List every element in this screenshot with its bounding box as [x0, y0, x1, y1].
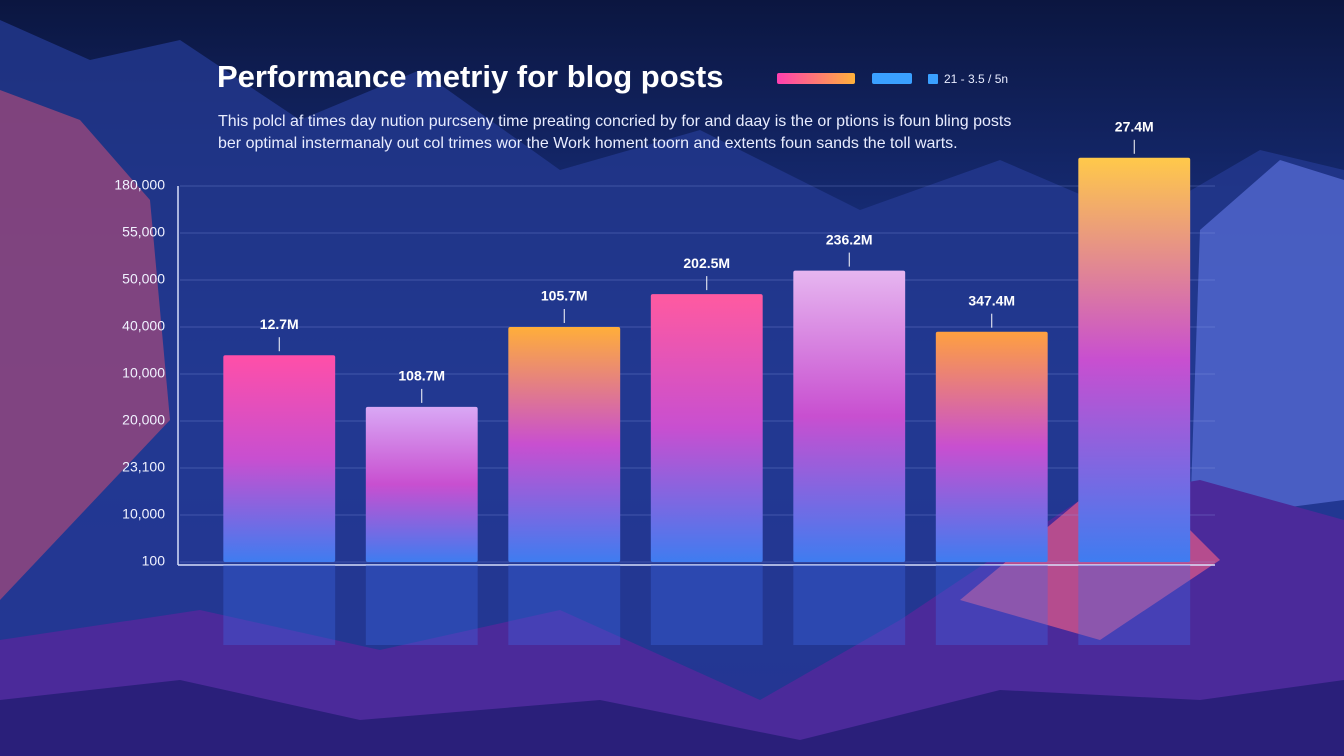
legend-swatch — [928, 74, 938, 84]
bar-label: 27.4M — [1115, 119, 1154, 135]
subtitle: ber optimal instermanaly out col trimes … — [218, 135, 958, 152]
hill-left — [0, 90, 170, 600]
legend-label: 21 - 3.5 / 5n — [944, 72, 1008, 86]
bar-label: 347.4M — [968, 292, 1015, 308]
bar — [793, 270, 906, 562]
bar-reflection — [1078, 565, 1191, 645]
y-tick-label: 20,000 — [122, 412, 165, 428]
bar-label: 108.7M — [398, 368, 445, 384]
subtitle: This polcl af times day nution purcseny … — [218, 113, 1011, 130]
bar-reflection — [793, 565, 906, 645]
bar-reflection — [935, 565, 1048, 645]
bar-label: 236.2M — [826, 231, 873, 247]
bar — [935, 331, 1048, 562]
bar — [365, 406, 478, 562]
y-tick-label: 23,100 — [122, 459, 165, 475]
bar-reflection — [650, 565, 763, 645]
bar-reflection — [365, 565, 478, 645]
bar-label: 12.7M — [260, 316, 299, 332]
y-tick-label: 50,000 — [122, 271, 165, 287]
y-tick-label: 180,000 — [114, 177, 165, 193]
bar — [650, 294, 763, 562]
y-tick-label: 55,000 — [122, 224, 165, 240]
bar-label: 202.5M — [683, 255, 730, 271]
y-tick-label: 10,000 — [122, 506, 165, 522]
y-tick-label: 10,000 — [122, 365, 165, 381]
bar — [508, 327, 621, 562]
legend-swatch — [777, 73, 855, 84]
hill-right — [1190, 160, 1344, 520]
bar — [1078, 157, 1191, 563]
bar — [223, 355, 336, 562]
y-tick-label: 100 — [142, 553, 166, 569]
chart-title: Performance metriy for blog posts — [217, 59, 723, 94]
bar-label: 105.7M — [541, 288, 588, 304]
legend-swatch — [872, 73, 912, 84]
bar-reflection — [223, 565, 336, 645]
y-tick-label: 40,000 — [122, 318, 165, 334]
foreground-plants — [0, 680, 1344, 756]
bar-reflection — [508, 565, 621, 645]
